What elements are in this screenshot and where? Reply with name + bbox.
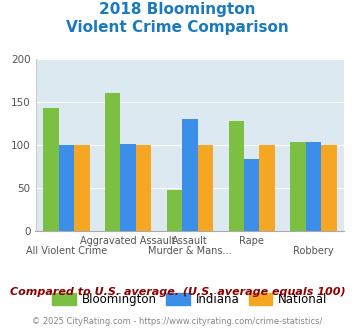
Text: © 2025 CityRating.com - https://www.cityrating.com/crime-statistics/: © 2025 CityRating.com - https://www.city… <box>32 317 323 326</box>
Text: Assault: Assault <box>172 236 208 246</box>
Text: Robbery: Robbery <box>293 246 334 256</box>
Text: Murder & Mans...: Murder & Mans... <box>148 246 232 256</box>
Bar <box>229 121 244 231</box>
Text: Violent Crime Comparison: Violent Crime Comparison <box>66 20 289 35</box>
Text: All Violent Crime: All Violent Crime <box>26 246 107 256</box>
Text: Aggravated Assault: Aggravated Assault <box>80 236 176 246</box>
Text: Compared to U.S. average. (U.S. average equals 100): Compared to U.S. average. (U.S. average … <box>10 287 345 297</box>
Bar <box>260 145 275 231</box>
Bar <box>74 145 89 231</box>
Bar <box>136 145 151 231</box>
Bar <box>43 108 59 231</box>
Bar <box>290 142 306 231</box>
Bar <box>167 190 182 231</box>
Bar <box>120 144 136 231</box>
Text: 2018 Bloomington: 2018 Bloomington <box>99 2 256 16</box>
Text: Rape: Rape <box>239 236 264 246</box>
Bar <box>182 118 198 231</box>
Bar <box>105 93 120 231</box>
Bar <box>244 159 260 231</box>
Bar <box>306 142 321 231</box>
Bar <box>59 145 74 231</box>
Bar <box>321 145 337 231</box>
Legend: Bloomington, Indiana, National: Bloomington, Indiana, National <box>48 288 332 311</box>
Bar <box>198 145 213 231</box>
